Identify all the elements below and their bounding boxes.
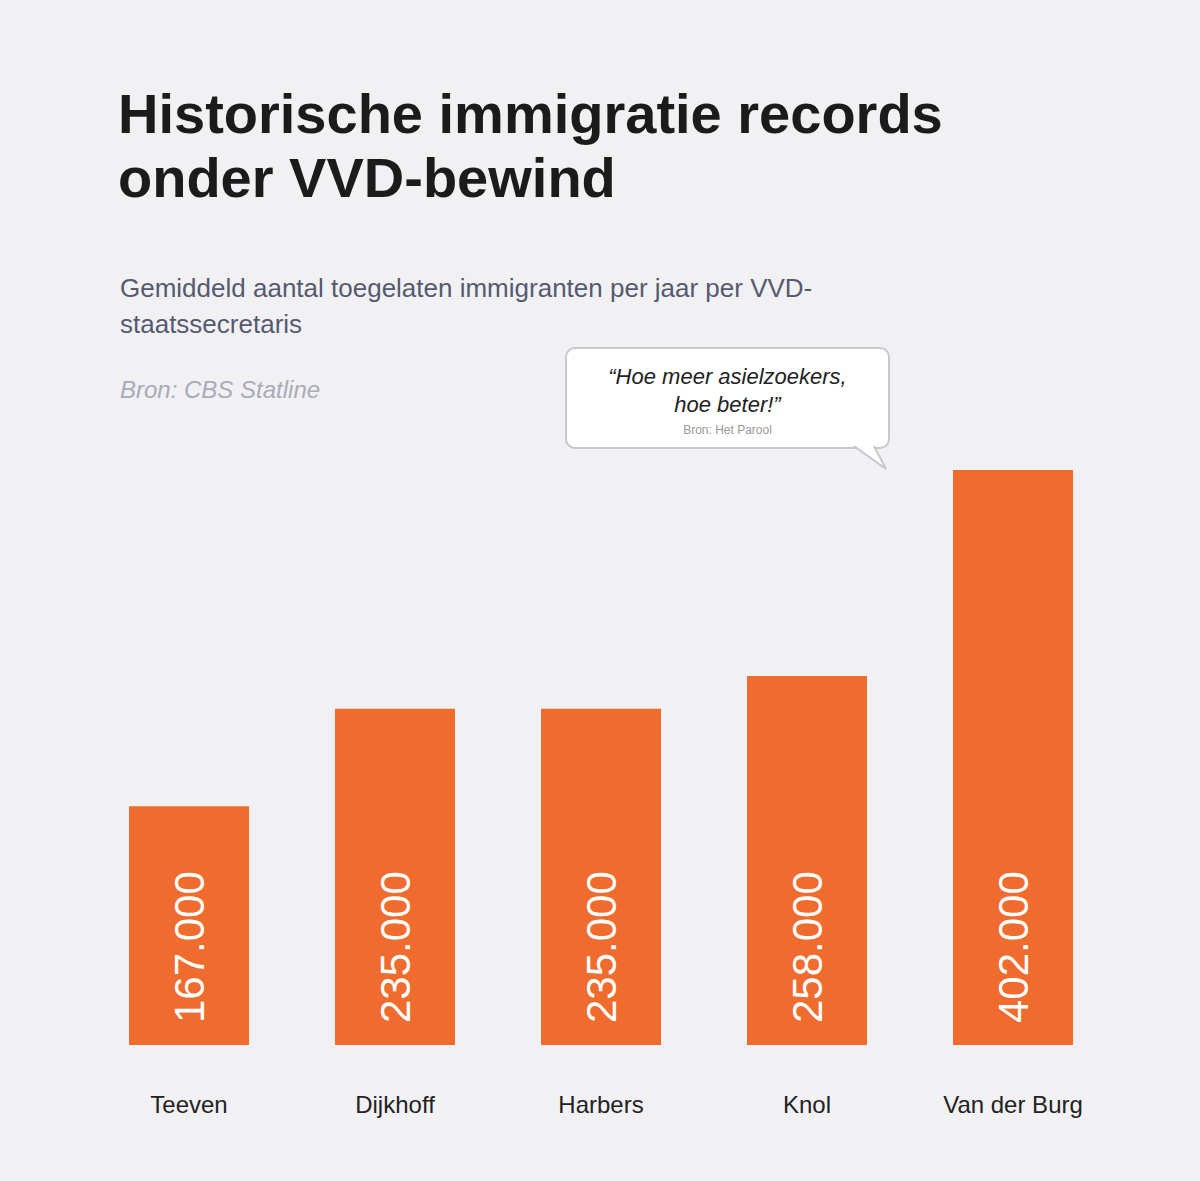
svg-text:235.000: 235.000 xyxy=(578,871,625,1023)
svg-text:167.000: 167.000 xyxy=(166,871,213,1023)
svg-text:Dijkhoff: Dijkhoff xyxy=(355,1091,435,1118)
svg-text:Harbers: Harbers xyxy=(558,1091,643,1118)
svg-text:235.000: 235.000 xyxy=(372,871,419,1023)
html-text:Gemiddeld aantal toegelaten im: Gemiddeld aantal toegelaten immigranten … xyxy=(120,273,813,339)
svg-text:Van der Burg: Van der Burg xyxy=(943,1091,1083,1118)
svg-text:Teeven: Teeven xyxy=(150,1091,227,1118)
html-text:Bron: Het Parool: Bron: Het Parool xyxy=(683,423,772,437)
svg-text:402.000: 402.000 xyxy=(990,871,1037,1023)
html-text:Bron: CBS Statline: Bron: CBS Statline xyxy=(120,376,321,403)
html-text:“Hoe meer asielzoekers, hoe be: “Hoe meer asielzoekers, hoe beter!” xyxy=(608,364,847,417)
svg-text:258.000: 258.000 xyxy=(784,871,831,1023)
html-text:Historische immigratie records: Historische immigratie records onder VVD… xyxy=(118,82,943,209)
svg-text:Knol: Knol xyxy=(783,1091,831,1118)
